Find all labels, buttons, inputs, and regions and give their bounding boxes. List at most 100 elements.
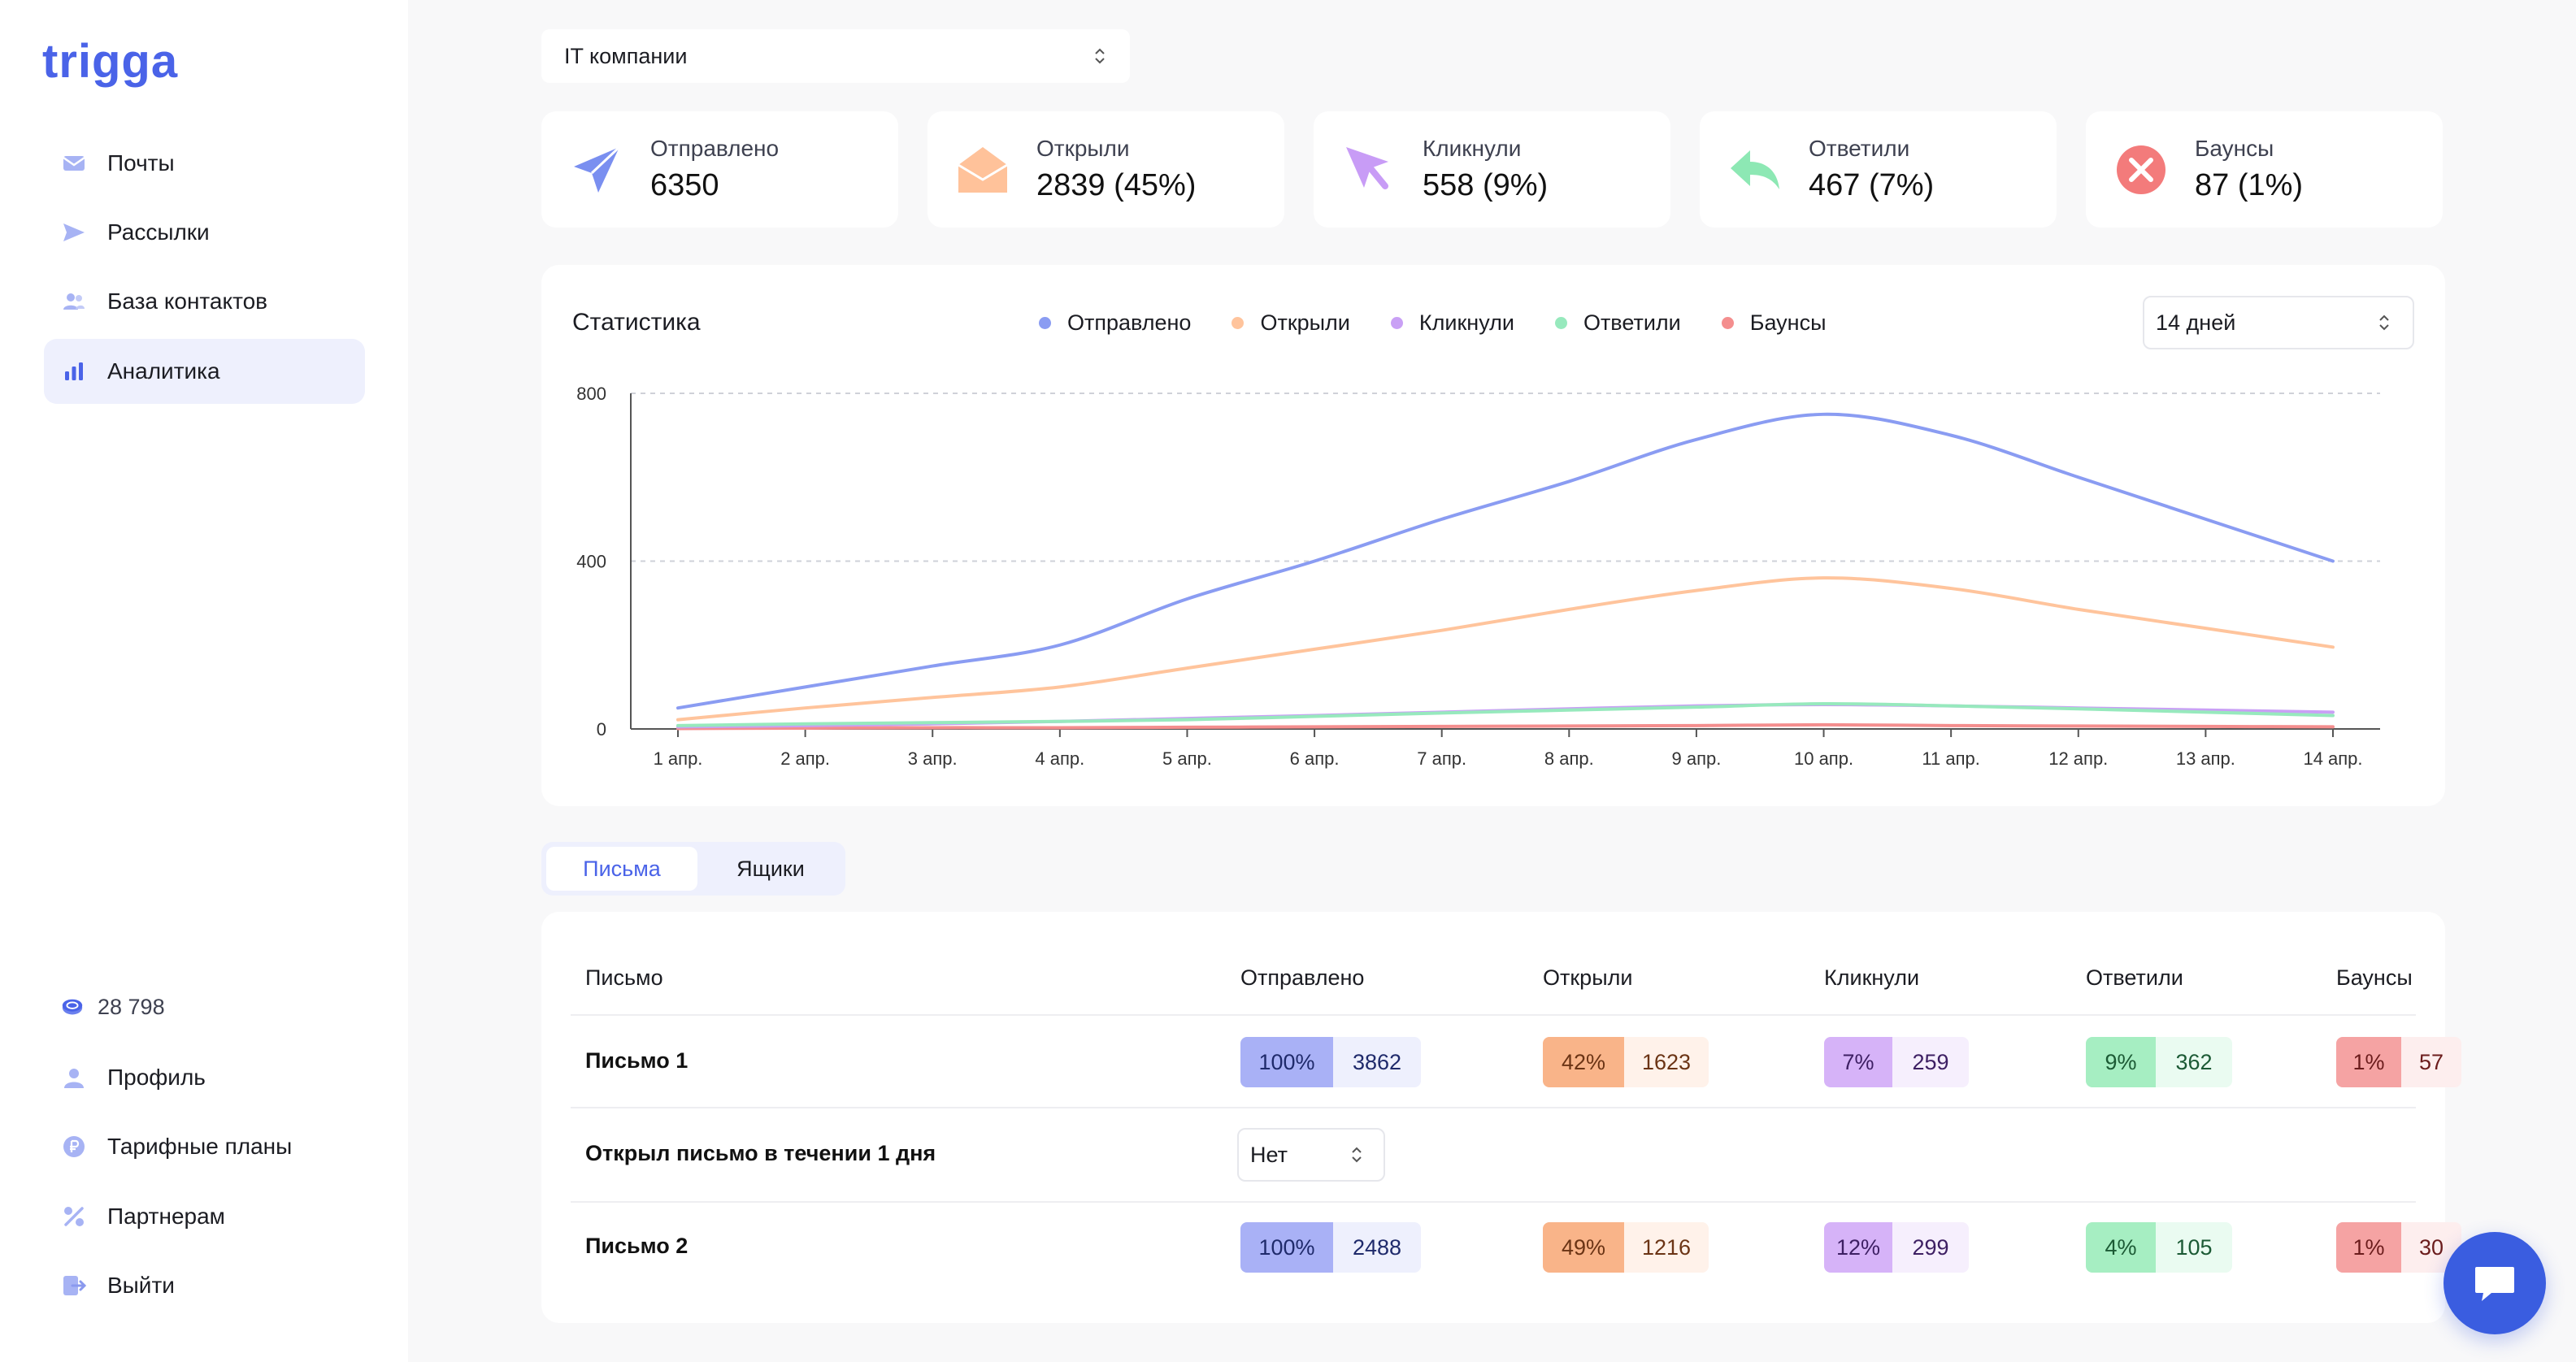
chevron-updown-icon bbox=[1352, 1147, 1362, 1163]
sidebar-item-logout[interactable]: Выйти bbox=[44, 1253, 365, 1318]
metric-percent: 100% bbox=[1240, 1037, 1333, 1087]
cursor-icon bbox=[1346, 147, 1388, 189]
metric-percent: 1% bbox=[2336, 1222, 2401, 1273]
metric-pill: 100% 2488 bbox=[1240, 1222, 1421, 1273]
sidebar-item-label: Тарифные планы bbox=[107, 1134, 293, 1159]
metric-percent: 100% bbox=[1240, 1222, 1333, 1273]
legend-label: Кликнули bbox=[1418, 310, 1514, 335]
mail-icon bbox=[60, 150, 88, 177]
stat-card-clicked: Кликнули 558 (9%) bbox=[1314, 111, 1670, 228]
x-tick-label: 2 апр. bbox=[780, 748, 830, 769]
chevron-updown-icon bbox=[1095, 48, 1105, 64]
chevron-updown-icon bbox=[2379, 314, 2389, 331]
x-tick-label: 6 апр. bbox=[1290, 748, 1340, 769]
metric-count: 57 bbox=[2401, 1037, 2461, 1087]
sidebar-item-campaigns[interactable]: Рассылки bbox=[44, 200, 365, 265]
stat-value: 87 (1%) bbox=[2195, 168, 2304, 202]
open-envelope-icon bbox=[958, 147, 1008, 193]
x-tick-label: 7 апр. bbox=[1417, 748, 1466, 769]
metric-count: 1216 bbox=[1624, 1222, 1709, 1273]
sidebar-item-plans[interactable]: Тарифные планы bbox=[44, 1114, 365, 1179]
legend-dot bbox=[1039, 317, 1051, 329]
condition-label: Открыл письмо в течении 1 дня bbox=[585, 1141, 936, 1165]
period-select[interactable]: 14 дней bbox=[2143, 296, 2414, 349]
y-tick-label: 0 bbox=[597, 719, 606, 740]
metric-percent: 49% bbox=[1543, 1222, 1624, 1273]
legend-item-clicked[interactable]: Кликнули bbox=[1390, 310, 1514, 336]
chat-icon bbox=[2475, 1267, 2514, 1301]
legend-dot bbox=[1721, 317, 1734, 329]
sidebar-item-mail[interactable]: Почты bbox=[44, 131, 365, 196]
metric-percent: 1% bbox=[2336, 1037, 2401, 1087]
reply-icon bbox=[1731, 150, 1779, 189]
letter-name[interactable]: Письмо 1 bbox=[585, 1048, 689, 1073]
legend-label: Открыли bbox=[1260, 310, 1350, 335]
chart-legend: Отправлено Открыли Кликнули Ответили Бау… bbox=[1039, 310, 1867, 336]
x-tick-label: 3 апр. bbox=[908, 748, 958, 769]
metric-pill: 4% 105 bbox=[2086, 1222, 2232, 1273]
company-select[interactable]: IT компании bbox=[541, 29, 1130, 83]
metric-pill: 42% 1623 bbox=[1543, 1037, 1709, 1087]
coins-icon bbox=[62, 999, 83, 1014]
sidebar-item-contacts[interactable]: База контактов bbox=[44, 269, 365, 334]
legend-item-opened[interactable]: Открыли bbox=[1232, 310, 1350, 336]
stat-card-bounced: Баунсы 87 (1%) bbox=[2086, 111, 2443, 228]
sidebar-item-profile[interactable]: Профиль bbox=[44, 1045, 365, 1110]
analytics-icon bbox=[60, 358, 88, 385]
profile-icon bbox=[60, 1064, 88, 1091]
column-header: Письмо bbox=[585, 965, 663, 990]
metric-count: 1623 bbox=[1624, 1037, 1709, 1087]
sidebar-item-analytics[interactable]: Аналитика bbox=[44, 339, 365, 404]
metric-pill: 49% 1216 bbox=[1543, 1222, 1709, 1273]
stat-value: 467 (7%) bbox=[1809, 168, 1935, 202]
contacts-icon bbox=[60, 288, 88, 315]
logout-icon bbox=[60, 1272, 88, 1299]
x-tick-label: 1 апр. bbox=[654, 748, 703, 769]
metric-count: 259 bbox=[1892, 1037, 1969, 1087]
legend-item-sent[interactable]: Отправлено bbox=[1039, 310, 1191, 336]
x-tick-label: 10 апр. bbox=[1794, 748, 1853, 769]
stat-card-replied: Ответили 467 (7%) bbox=[1700, 111, 2057, 228]
letter-name[interactable]: Письмо 2 bbox=[585, 1234, 689, 1258]
chat-button[interactable] bbox=[2444, 1232, 2546, 1334]
stat-card-opened: Открыли 2839 (45%) bbox=[927, 111, 1284, 228]
logo[interactable]: trigga bbox=[42, 35, 179, 88]
x-tick-label: 11 апр. bbox=[1922, 748, 1979, 769]
legend-item-replied[interactable]: Ответили bbox=[1554, 310, 1681, 336]
ruble-icon bbox=[60, 1133, 88, 1160]
y-tick-label: 800 bbox=[576, 384, 606, 404]
condition-select[interactable]: Нет bbox=[1237, 1128, 1385, 1182]
stat-label: Ответили bbox=[1809, 136, 1910, 161]
stat-value: 6350 bbox=[650, 168, 719, 202]
x-tick-label: 4 апр. bbox=[1035, 748, 1084, 769]
column-header: Открыли bbox=[1543, 965, 1633, 990]
sidebar-item-label: Выйти bbox=[107, 1273, 175, 1298]
stat-label: Отправлено bbox=[650, 136, 780, 161]
row-divider bbox=[571, 1014, 2416, 1016]
tab-mailboxes[interactable]: Ящики bbox=[736, 856, 805, 881]
stat-card-sent: Отправлено 6350 bbox=[541, 111, 898, 228]
statistics-chart-card: Статистика Отправлено Открыли Кликнули О… bbox=[541, 265, 2445, 806]
balance: 28 798 bbox=[60, 995, 165, 1020]
metric-pill: 12% 299 bbox=[1824, 1222, 1969, 1273]
stat-label: Кликнули bbox=[1423, 136, 1522, 161]
legend-item-bounced[interactable]: Баунсы bbox=[1721, 310, 1827, 336]
sidebar-item-label: Рассылки bbox=[107, 219, 210, 245]
legend-label: Ответили bbox=[1583, 310, 1681, 335]
metric-pill: 1% 30 bbox=[2336, 1222, 2461, 1273]
metric-percent: 9% bbox=[2086, 1037, 2156, 1087]
sidebar-item-label: Профиль bbox=[107, 1065, 206, 1090]
column-header: Отправлено bbox=[1240, 965, 1365, 990]
tab-letters[interactable]: Письма bbox=[546, 847, 697, 891]
sidebar-item-label: База контактов bbox=[107, 288, 268, 314]
metric-pill: 100% 3862 bbox=[1240, 1037, 1421, 1087]
sidebar-item-label: Аналитика bbox=[107, 358, 220, 384]
chart-title: Статистика bbox=[572, 309, 701, 336]
legend-dot bbox=[1232, 317, 1245, 329]
stat-value: 558 (9%) bbox=[1423, 168, 1549, 202]
sidebar-item-partners[interactable]: Партнерам bbox=[44, 1184, 365, 1249]
line-chart: 0 400 800 1 апр. 2 апр. 3 апр. 4 апр. 5 апр. 6 а… bbox=[576, 384, 2380, 769]
period-select-value: 14 дней bbox=[2156, 310, 2236, 335]
metric-percent: 7% bbox=[1824, 1037, 1892, 1087]
legend-dot bbox=[1554, 317, 1567, 329]
